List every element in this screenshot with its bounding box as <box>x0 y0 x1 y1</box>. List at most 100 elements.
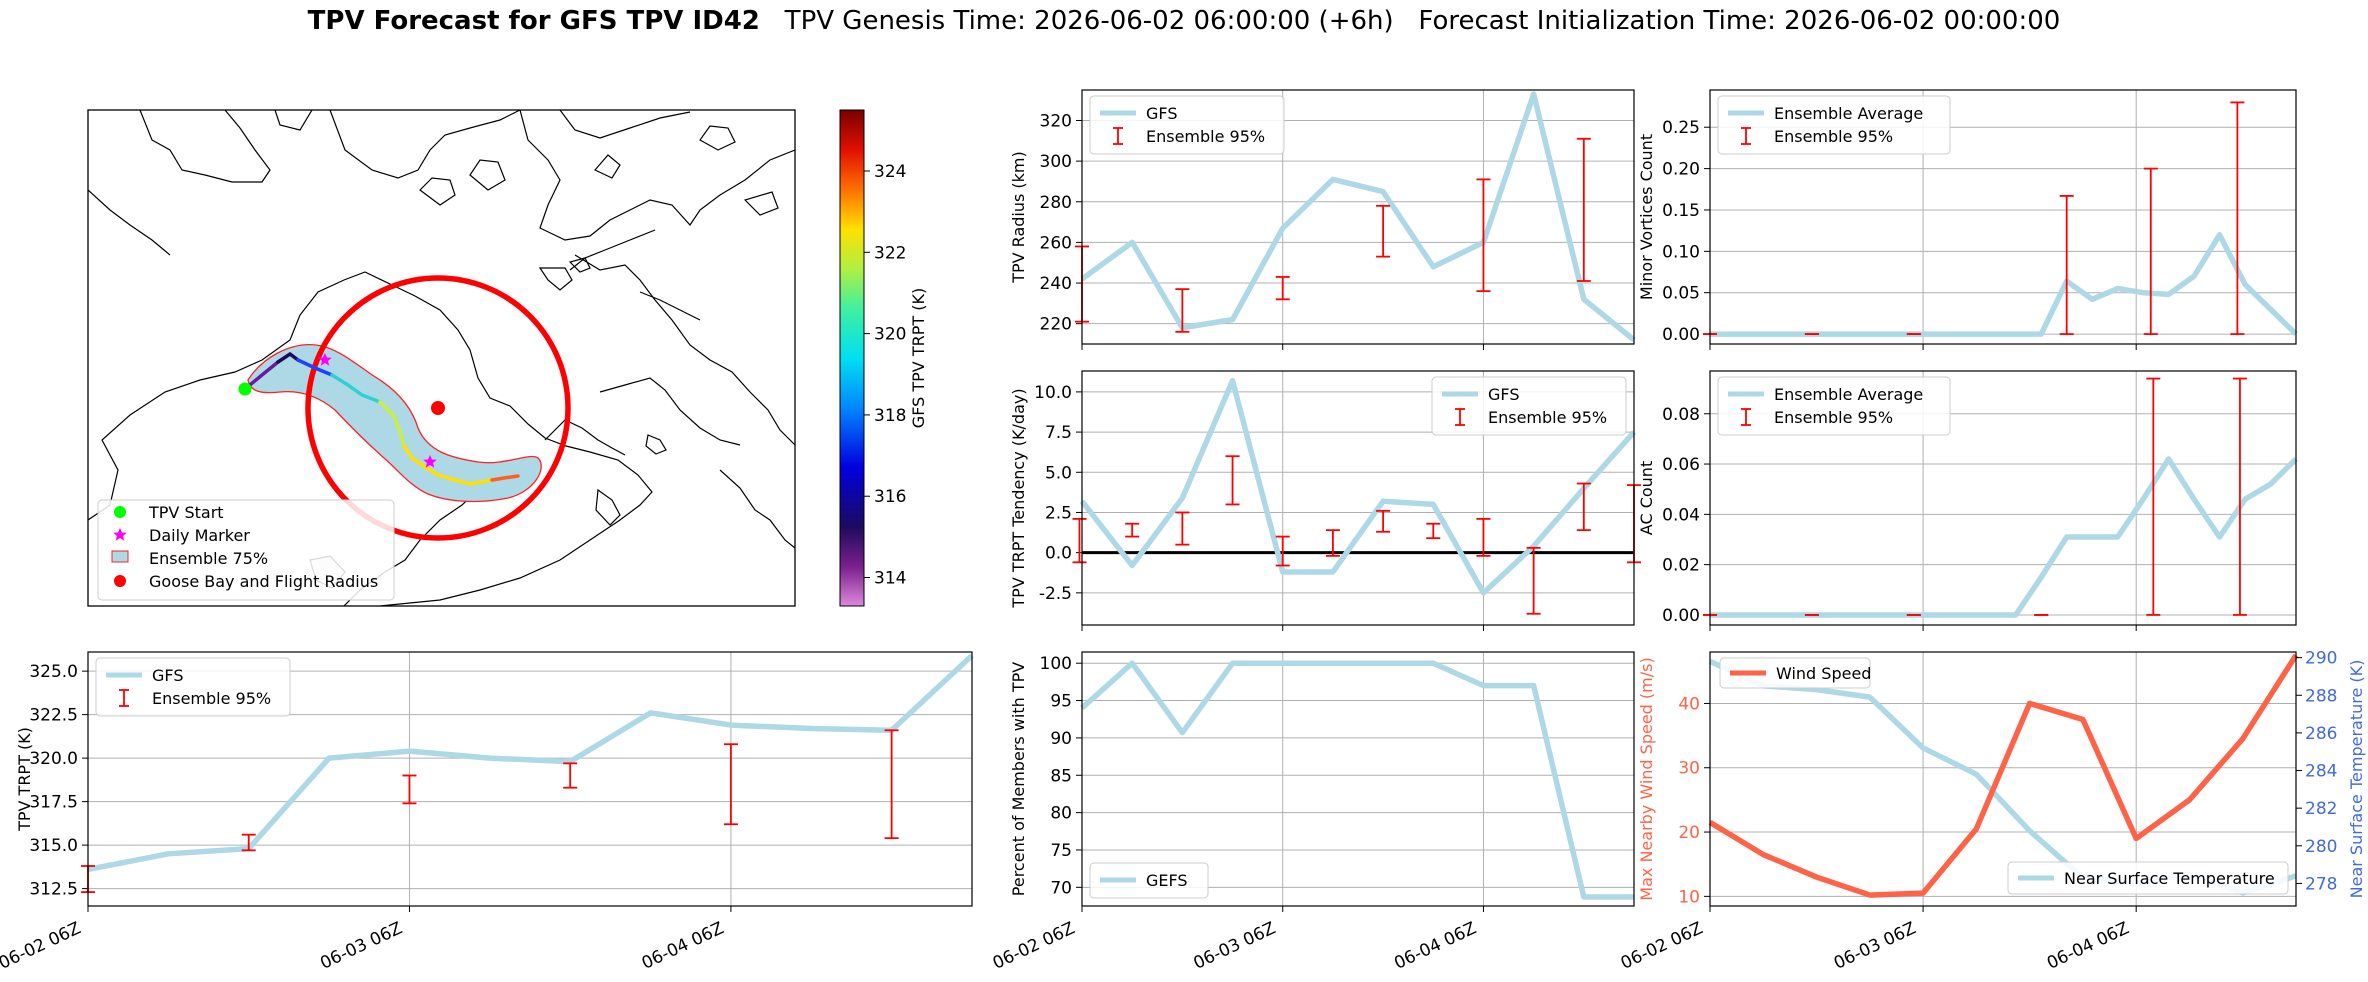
colorbar-tick-label: 316 <box>874 487 906 507</box>
y-tick-label: 10 <box>1678 887 1700 907</box>
series-line <box>1080 660 1634 900</box>
y-tick-label: 0.10 <box>1662 242 1700 262</box>
series-line <box>87 653 974 873</box>
y2-tick-label: 280 <box>2305 837 2337 857</box>
legend-label: Ensemble 75% <box>149 549 268 568</box>
y-axis-label: TPV TRPT (K) <box>15 727 34 832</box>
y-tick-label: 7.5 <box>1045 423 1072 443</box>
y-axis-label: Percent of Members with TPV <box>1009 662 1028 896</box>
y2-tick-label: 288 <box>2305 686 2337 706</box>
legend-label: Wind Speed <box>1776 664 1871 683</box>
y-tick-label: 322.5 <box>29 706 78 726</box>
x-tick-label: 06-04 06Z <box>639 918 727 973</box>
y-tick-label: 10.0 <box>1034 383 1072 403</box>
y2-tick-label: 284 <box>2305 762 2337 782</box>
goose-bay-marker <box>431 401 445 415</box>
legend-label: GFS <box>1146 104 1177 123</box>
y-tick-label: 0.00 <box>1662 606 1700 626</box>
wind-speed-line <box>1708 653 2299 898</box>
tpv-track <box>243 351 520 486</box>
y-tick-label: 40 <box>1678 694 1700 714</box>
figure-title-bold: TPV Forecast for GFS TPV ID42 <box>307 6 760 36</box>
y-axis-label: TPV TRPT Tendency (K/day) <box>1009 388 1028 608</box>
y-tick-label: 20 <box>1678 823 1700 843</box>
y-tick-label: 85 <box>1050 766 1072 786</box>
y-tick-label: 2.5 <box>1045 503 1072 523</box>
legend-label: Near Surface Temperature <box>2064 869 2275 888</box>
legend-box <box>1089 862 1209 899</box>
map-legend: TPV Start Daily Marker Ensemble 75% Goos… <box>97 499 395 601</box>
y-tick-label: 0.06 <box>1662 455 1700 475</box>
series-line <box>1080 91 1636 343</box>
y-tick-label: 0.00 <box>1662 325 1700 345</box>
y-tick-label: 95 <box>1050 692 1072 712</box>
legend-daily-marker-icon <box>113 528 127 541</box>
y-tick-label: 0.04 <box>1662 505 1700 525</box>
colorbar-tick-label: 314 <box>874 569 906 589</box>
y-tick-label: 0.20 <box>1662 160 1700 180</box>
wind-temp-chart: 10 20 30 40 06-02 06Z 06-03 06Z 06-04 06Z Max N… <box>1618 649 2366 974</box>
legend-tpv-start-icon <box>114 506 126 518</box>
colorbar-tick-label: 318 <box>874 406 906 426</box>
plot-frame <box>1081 370 1635 626</box>
legend-label: Ensemble Average <box>1774 104 1923 123</box>
y-tick-label: 0.0 <box>1045 544 1072 564</box>
legend-label: Ensemble 95% <box>1774 408 1893 427</box>
legend-label: Ensemble 95% <box>1146 127 1265 146</box>
y2-tick-label: 278 <box>2305 874 2337 894</box>
y-tick-label: 30 <box>1678 759 1700 779</box>
x-tick-label: 06-03 06Z <box>317 918 405 973</box>
y-tick-label: 320 <box>1040 111 1072 131</box>
legend-label: Ensemble Average <box>1774 385 1923 404</box>
legend-box <box>95 657 291 717</box>
radius-chart: 220 240 260 280 300 320 TPV Radius (km) GFS Ense… <box>1009 89 1636 350</box>
y-tick-label: 0.08 <box>1662 405 1700 425</box>
figure-title-rest: TPV Genesis Time: 2026-06-02 06:00:00 (+… <box>759 6 2061 36</box>
y-tick-label: 0.25 <box>1662 118 1700 138</box>
legend-box <box>1717 376 1951 436</box>
y-tick-label: 280 <box>1040 193 1072 213</box>
legend-label: Goose Bay and Flight Radius <box>149 572 378 591</box>
colorbar-label: GFS TPV TRPT (K) <box>909 288 928 428</box>
plot-frame <box>87 651 973 907</box>
minor-vortices-chart: 0.00 0.05 0.10 0.15 0.20 0.25 Minor Vortices C… <box>1637 89 2298 350</box>
y-tick-label: 75 <box>1050 841 1072 861</box>
percent-members-chart: 70 75 80 85 90 95 100 06-02 06Z 06-03 06Z 06-04 0… <box>990 651 1635 974</box>
y-tick-label: 100 <box>1040 654 1072 674</box>
x-tick-label: 06-03 06Z <box>1831 918 1919 973</box>
y-tick-label: 5.0 <box>1045 463 1072 483</box>
y2-tick-label: 286 <box>2305 724 2337 744</box>
tpv-start-marker <box>238 382 252 396</box>
y-tick-label: 90 <box>1050 729 1072 749</box>
y-tick-label: 240 <box>1040 274 1072 294</box>
y-tick-label: 80 <box>1050 804 1072 824</box>
map-panel: TPV Start Daily Marker Ensemble 75% Goos… <box>87 109 928 607</box>
y-tick-label: 317.5 <box>29 793 78 813</box>
plot-frame <box>1709 89 2297 345</box>
y-tick-label: 325.0 <box>29 662 78 682</box>
y-tick-label: 312.5 <box>29 880 78 900</box>
legend-box <box>2007 861 2289 895</box>
legend-box <box>1719 657 1871 689</box>
y-tick-label: 315.0 <box>29 836 78 856</box>
x-tick-label: 06-04 06Z <box>1391 918 1479 973</box>
y-tick-label: 0.02 <box>1662 556 1700 576</box>
legend-label: GFS <box>1488 385 1519 404</box>
legend-box <box>1431 376 1627 436</box>
y-tick-label: 260 <box>1040 233 1072 253</box>
x-tick-label: 06-02 06Z <box>1618 918 1706 973</box>
legend-label: GEFS <box>1146 871 1188 890</box>
legend-box <box>1089 95 1285 155</box>
plot-frame <box>1709 370 2297 626</box>
legend-label: TPV Start <box>148 503 224 522</box>
plot-frame <box>1081 89 1635 345</box>
x-tick-label: 06-02 06Z <box>0 918 84 973</box>
legend-label: GFS <box>152 666 183 685</box>
x-tick-label: 06-02 06Z <box>990 918 1078 973</box>
legend-goose-bay-icon <box>114 575 126 587</box>
x-tick-label: 06-03 06Z <box>1191 918 1279 973</box>
series-line <box>1079 377 1637 596</box>
trpt-chart: 312.5 315.0 317.5 320.0 322.5 325.0 06-02 06Z 0… <box>0 651 974 974</box>
plot-frame <box>1081 651 1635 907</box>
colorbar-tick-label: 320 <box>874 325 906 345</box>
